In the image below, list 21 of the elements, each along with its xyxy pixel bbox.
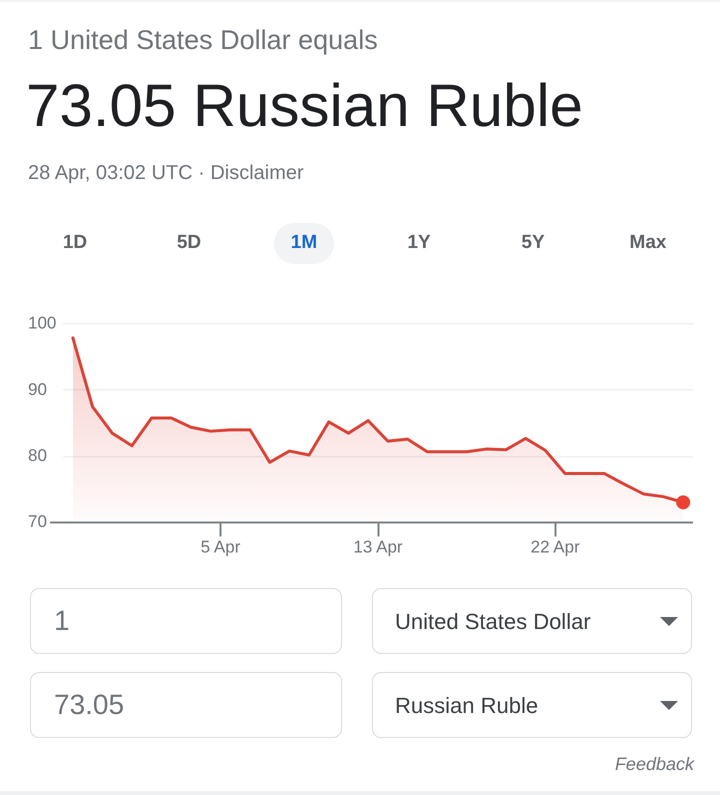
text: Max: [628, 232, 668, 254]
x-tick-label: 13 Apr: [353, 537, 403, 556]
x-tick-label: 5 Apr: [200, 537, 241, 556]
text: 1D: [62, 232, 88, 254]
chart-title: 1 United States Dollar equals: [28, 25, 378, 56]
chart-subtitle: 73.05 Russian Ruble: [26, 72, 584, 139]
y-tick-label: 100: [28, 314, 56, 333]
text: 73.05: [54, 689, 124, 721]
text: 5D: [176, 232, 202, 254]
text: Feedback: [614, 754, 694, 775]
text: 1M: [290, 232, 318, 254]
text: Russian Ruble: [395, 693, 538, 718]
text: 1Y: [406, 232, 432, 254]
y-tick-label: 80: [28, 446, 47, 466]
y-tick-label: 70: [28, 512, 47, 532]
text: 5Y: [520, 232, 546, 254]
text: 1: [54, 605, 70, 637]
text: United States Dollar: [395, 609, 591, 634]
x-tick-label: 22 Apr: [530, 537, 580, 556]
y-tick-label: 90: [28, 380, 47, 399]
text: 28 Apr, 03:02 UTC · Disclaimer: [28, 162, 304, 185]
